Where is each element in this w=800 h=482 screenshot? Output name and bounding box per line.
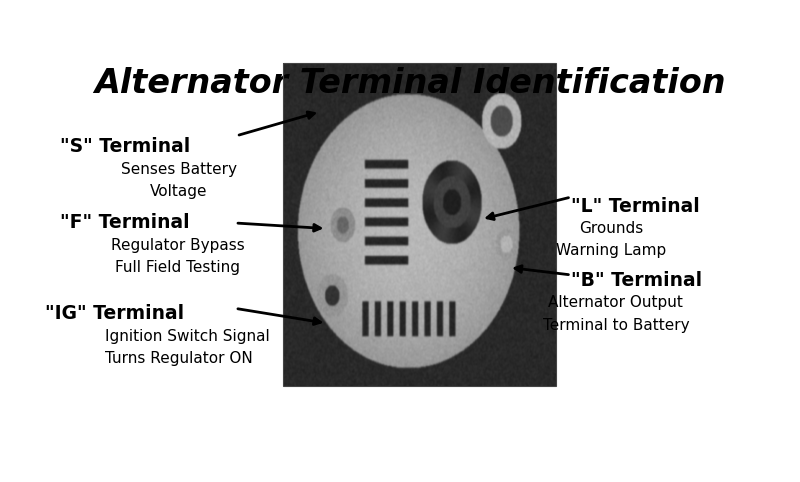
Text: Ignition Switch Signal: Ignition Switch Signal [105,329,270,344]
Text: Full Field Testing: Full Field Testing [115,260,240,275]
Text: Alternator Terminal Identification: Alternator Terminal Identification [94,67,726,100]
Text: "B" Terminal: "B" Terminal [571,271,702,290]
Text: Senses Battery: Senses Battery [121,161,237,177]
Text: Grounds: Grounds [579,221,644,236]
Text: Regulator Bypass: Regulator Bypass [110,238,244,253]
Text: "S" Terminal: "S" Terminal [60,137,190,157]
Text: "IG" Terminal: "IG" Terminal [45,305,184,323]
Text: Terminal to Battery: Terminal to Battery [542,318,689,333]
Text: Warning Lamp: Warning Lamp [556,243,666,258]
Text: "F" Terminal: "F" Terminal [60,214,190,232]
Bar [283,64,556,386]
Text: Voltage: Voltage [150,184,207,199]
Text: "L" Terminal: "L" Terminal [571,197,700,216]
Text: Alternator Output: Alternator Output [549,295,683,310]
Text: Turns Regulator ON: Turns Regulator ON [105,351,253,366]
